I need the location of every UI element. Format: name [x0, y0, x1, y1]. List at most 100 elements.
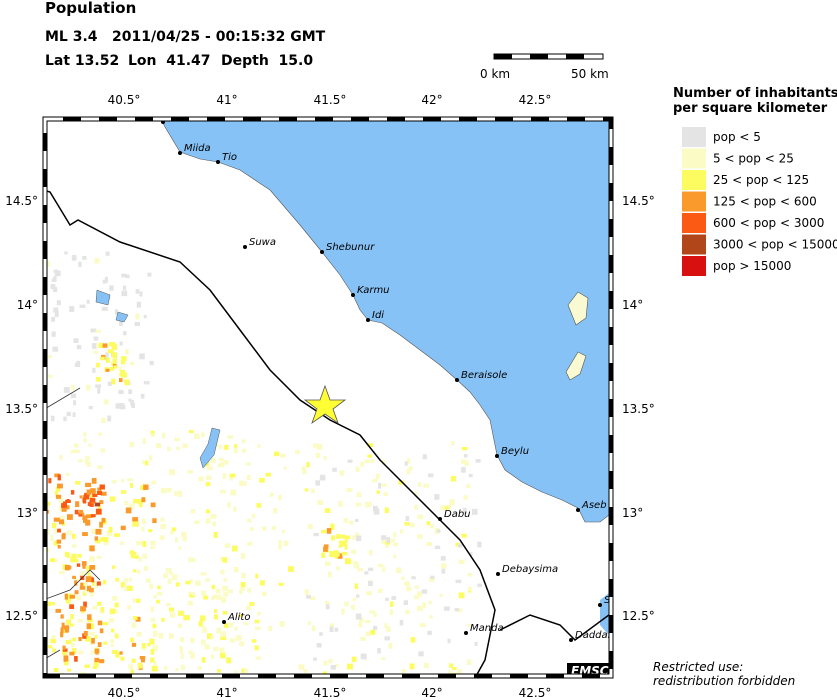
population-cell	[129, 482, 134, 488]
population-cell	[302, 469, 307, 475]
population-cell	[141, 518, 147, 525]
population-cell	[200, 572, 207, 576]
population-cell	[105, 352, 109, 358]
population-cell	[352, 597, 357, 602]
city-label: Suwa	[249, 237, 276, 248]
population-cell	[90, 650, 95, 655]
population-cell	[181, 531, 187, 537]
city-label: Shebunur	[326, 242, 375, 253]
population-cell	[280, 453, 286, 458]
population-cell	[160, 517, 165, 522]
population-cell	[458, 592, 465, 599]
population-cell	[71, 553, 77, 559]
population-cell	[369, 610, 376, 614]
population-cell	[226, 657, 232, 664]
population-cell	[321, 529, 327, 534]
population-cell	[462, 507, 467, 514]
population-cell	[51, 317, 55, 322]
population-cell	[82, 581, 88, 588]
population-cell	[79, 304, 86, 308]
population-cell	[175, 667, 179, 672]
population-cell	[360, 637, 366, 641]
population-cell	[47, 645, 53, 649]
border	[43, 189, 496, 678]
population-cell	[149, 638, 155, 645]
population-cell	[257, 611, 261, 616]
population-cell	[189, 430, 194, 434]
population-cell	[54, 491, 59, 496]
population-cell	[92, 605, 98, 610]
population-cell	[315, 480, 320, 486]
population-cell	[128, 398, 132, 402]
population-cell	[257, 444, 261, 448]
population-cell	[322, 671, 327, 675]
city-dot	[178, 151, 182, 155]
population-cell	[429, 615, 433, 619]
population-cell	[211, 584, 215, 590]
population-cell	[132, 598, 138, 603]
population-cell	[389, 609, 393, 615]
population-cell	[83, 438, 87, 443]
population-cell	[69, 651, 75, 656]
population-cell	[88, 443, 92, 447]
population-cell	[143, 565, 149, 571]
population-cell	[452, 667, 457, 671]
population-cell	[288, 566, 294, 572]
population-cell	[87, 502, 91, 506]
population-cell	[323, 660, 328, 666]
population-cell	[148, 529, 153, 533]
population-cell	[87, 614, 92, 621]
population-cell	[313, 532, 319, 537]
population-cell	[223, 578, 228, 582]
population-cell	[151, 480, 157, 485]
lat-label: 14°	[17, 298, 38, 312]
population-cell	[58, 498, 64, 503]
population-cell	[370, 459, 375, 463]
population-cell	[66, 499, 70, 503]
city-dot	[351, 293, 355, 297]
population-cell	[224, 444, 229, 450]
population-cell	[399, 619, 404, 626]
population-cell	[99, 356, 105, 361]
population-cell	[344, 601, 349, 607]
population-cell	[447, 638, 451, 644]
population-cell	[132, 520, 136, 527]
population-cell	[52, 648, 56, 653]
population-cell	[85, 482, 92, 488]
population-cell	[97, 642, 102, 648]
population-cell	[98, 342, 104, 349]
population-cell	[95, 344, 101, 348]
lon-label: 41.5°	[314, 93, 347, 107]
population-cell	[417, 591, 422, 597]
population-cell	[70, 393, 77, 399]
population-cell	[84, 664, 90, 669]
population-cell	[360, 461, 364, 467]
population-cell	[189, 594, 195, 598]
population-cell	[97, 465, 103, 470]
population-cell	[119, 403, 125, 409]
population-cell	[467, 586, 472, 591]
legend-swatch	[682, 213, 706, 233]
population-cell	[477, 583, 483, 587]
population-cell	[115, 403, 122, 409]
population-cell	[240, 679, 245, 685]
population-cell	[241, 553, 246, 559]
population-cell	[461, 459, 467, 464]
population-cell	[341, 541, 347, 547]
population-cell	[197, 666, 202, 670]
population-cell	[202, 626, 206, 631]
population-cell	[189, 558, 196, 562]
population-cell	[255, 573, 259, 579]
population-cell	[319, 474, 326, 481]
population-cell	[71, 385, 75, 391]
population-cell	[156, 592, 163, 596]
population-cell	[86, 585, 92, 592]
population-cell	[121, 478, 125, 483]
population-cell	[265, 472, 272, 477]
population-cell	[73, 449, 80, 454]
population-cell	[414, 504, 418, 510]
population-cell	[136, 301, 142, 308]
population-cell	[210, 636, 214, 640]
population-cell	[189, 579, 194, 583]
population-cell	[118, 389, 124, 394]
